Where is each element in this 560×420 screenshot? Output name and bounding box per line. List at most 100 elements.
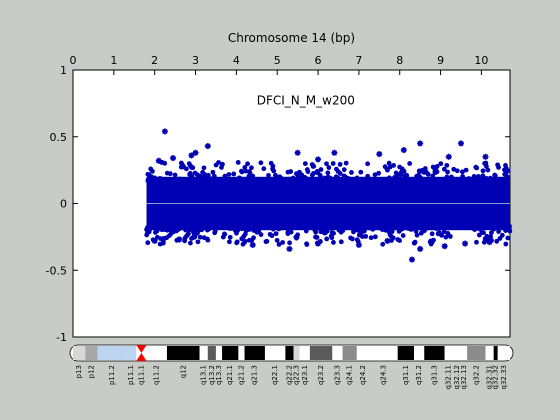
data-point: [429, 231, 435, 237]
data-point-outlier: [376, 151, 383, 158]
ideogram-band-label: q22.1: [271, 365, 279, 385]
data-point: [145, 240, 151, 246]
data-point: [206, 178, 212, 184]
data-point: [302, 174, 308, 180]
data-point: [167, 171, 173, 177]
data-point: [243, 168, 249, 174]
data-point: [171, 224, 177, 230]
data-point: [326, 165, 332, 170]
data-point: [210, 169, 216, 175]
data-point: [499, 232, 505, 238]
data-point: [335, 169, 341, 174]
data-point: [176, 176, 182, 182]
data-point: [496, 229, 502, 235]
ideogram-band: [207, 346, 216, 360]
y-tick-label: -0.5: [46, 264, 67, 277]
data-point-outlier: [408, 256, 415, 263]
data-point: [364, 177, 369, 183]
ideogram-band: [460, 346, 468, 360]
data-point: [258, 160, 264, 166]
data-point: [372, 223, 378, 229]
data-point: [371, 178, 376, 184]
data-point: [384, 166, 390, 172]
ideogram-band: [342, 346, 357, 360]
data-point: [390, 235, 396, 241]
data-point: [201, 165, 207, 171]
data-point: [443, 234, 449, 240]
data-point: [385, 228, 391, 233]
data-point: [449, 174, 454, 180]
data-point: [144, 232, 150, 238]
data-point: [496, 177, 502, 183]
data-point: [295, 175, 301, 181]
data-point: [159, 176, 165, 182]
data-point: [377, 224, 383, 229]
data-point: [247, 169, 253, 175]
ideogram-band: [444, 346, 453, 360]
data-point: [398, 172, 404, 178]
ideogram-band-label: q32.31: [486, 365, 494, 389]
y-tick-label: -1: [56, 331, 67, 344]
data-point: [457, 224, 463, 229]
ideogram-band-label: q32.13: [460, 365, 468, 389]
data-point: [276, 226, 282, 232]
data-point: [302, 161, 308, 166]
data-point: [484, 175, 489, 181]
data-point: [225, 224, 231, 230]
data-point: [194, 225, 200, 230]
data-point: [494, 238, 500, 244]
x-tick-label: 0: [70, 54, 77, 67]
ideogram-band: [244, 346, 265, 360]
data-point: [240, 241, 246, 247]
ideogram-band-label: q13.3: [215, 365, 223, 385]
data-point: [225, 178, 231, 184]
data-point: [365, 173, 371, 179]
data-point: [438, 161, 444, 167]
data-point: [463, 167, 469, 173]
data-point: [471, 174, 477, 179]
data-point: [436, 230, 442, 235]
data-point: [329, 176, 334, 182]
data-point: [391, 162, 396, 168]
data-point: [203, 224, 209, 230]
data-point: [226, 172, 232, 177]
data-point: [285, 229, 291, 235]
data-point: [219, 164, 224, 170]
data-point: [271, 168, 277, 174]
ideogram-band-label: q23.1: [301, 365, 309, 385]
data-point-outlier: [355, 241, 362, 248]
data-point: [287, 223, 293, 229]
data-point: [241, 233, 247, 239]
data-point: [281, 178, 287, 184]
data-point: [232, 178, 238, 183]
data-point: [178, 164, 184, 170]
ideogram-band-label: q24.3: [379, 365, 387, 385]
ideogram-band: [424, 346, 445, 360]
ideogram-band-label: p11.1: [127, 365, 135, 385]
data-point-outlier: [462, 240, 469, 247]
ideogram-band: [215, 346, 223, 360]
ideogram-band-label: q32.2: [472, 365, 480, 385]
data-point-outlier: [441, 243, 448, 250]
data-point-outlier: [188, 152, 195, 159]
data-point: [216, 160, 221, 165]
data-point: [350, 236, 355, 242]
ideogram-band: [199, 346, 208, 360]
ideogram-band-label: q21.2: [237, 365, 245, 385]
data-point: [422, 166, 428, 171]
data-point: [278, 175, 284, 181]
data-point: [358, 169, 364, 175]
x-tick-label: 6: [315, 54, 322, 67]
data-point-outlier: [286, 245, 293, 252]
ideogram-band-label: q32.32: [492, 365, 500, 389]
data-point: [314, 225, 320, 231]
data-point: [445, 169, 451, 175]
data-point: [340, 228, 346, 234]
data-point: [488, 230, 494, 236]
x-tick-label: 4: [233, 54, 240, 67]
data-point: [195, 177, 201, 183]
ideogram-band: [356, 346, 370, 360]
data-point: [473, 178, 479, 184]
data-point: [344, 176, 350, 182]
data-point: [343, 160, 349, 166]
